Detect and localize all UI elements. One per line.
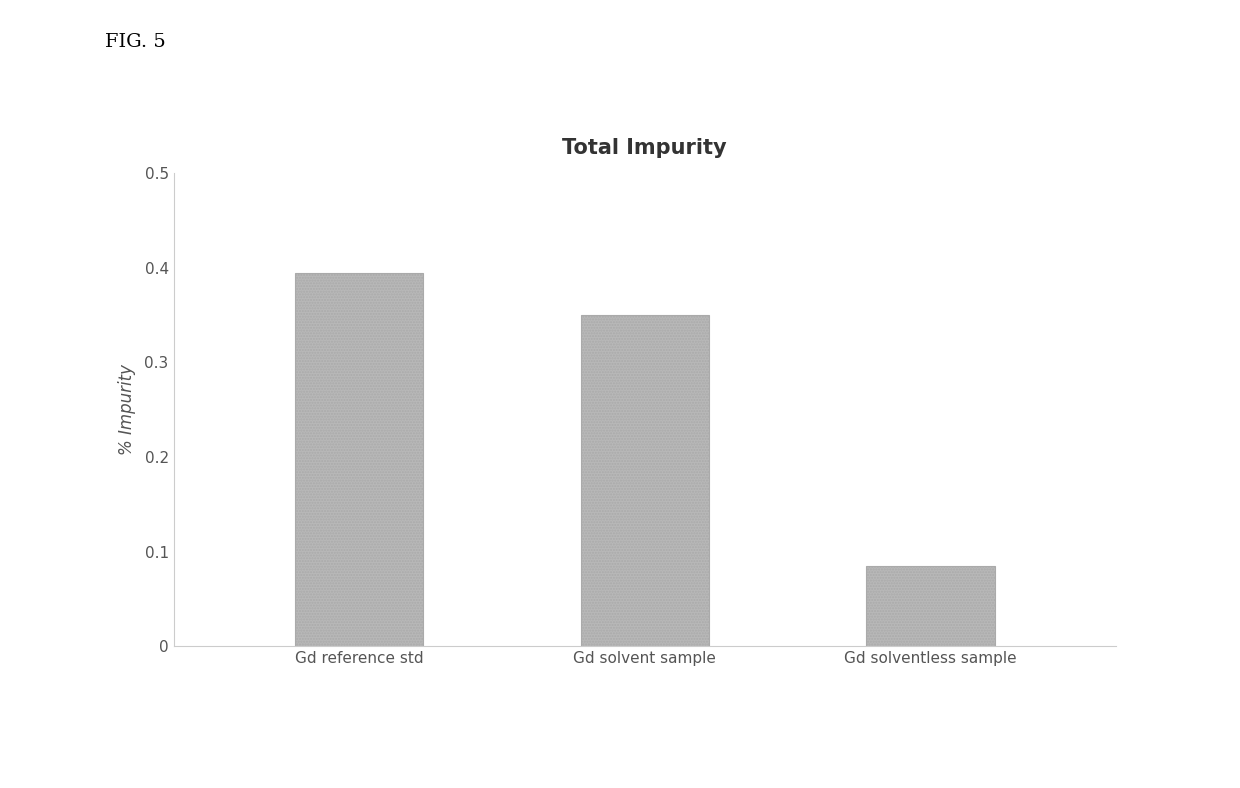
Bar xyxy=(580,315,709,646)
Bar xyxy=(295,273,424,646)
Title: Total Impurity: Total Impurity xyxy=(563,138,727,158)
Text: FIG. 5: FIG. 5 xyxy=(105,33,166,51)
Y-axis label: % Impurity: % Impurity xyxy=(118,364,136,455)
Bar xyxy=(866,566,994,646)
